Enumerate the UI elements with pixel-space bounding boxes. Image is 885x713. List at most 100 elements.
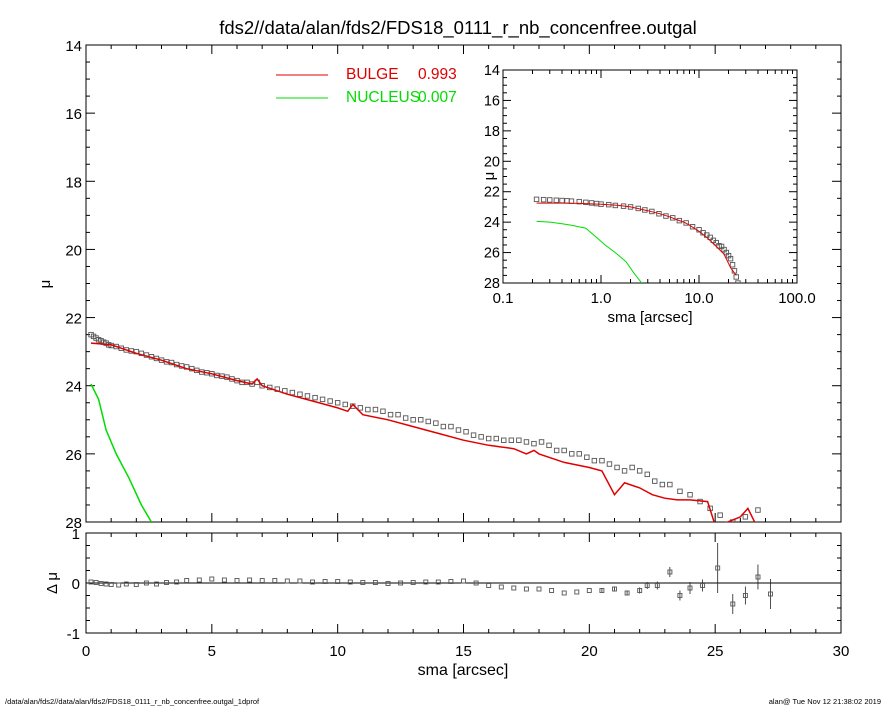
resid-x-tick-label: 30 (833, 643, 850, 660)
residual-point (768, 591, 773, 597)
data-point (584, 454, 590, 460)
inset-bulge-line (536, 202, 737, 276)
data-point (687, 492, 693, 498)
data-point (463, 429, 469, 435)
residual-point (247, 577, 253, 583)
inset-y-tick-label: 16 (484, 93, 500, 109)
residual-point (586, 588, 592, 593)
resid-y-axis-label: Δ μ (44, 572, 61, 594)
residual-point (108, 582, 114, 587)
inset-y-tick-label: 20 (484, 154, 500, 170)
residual-point (184, 578, 190, 583)
data-point (546, 442, 552, 449)
data-point (538, 439, 545, 445)
data-point (402, 415, 409, 421)
inset-data-point (707, 234, 713, 241)
data-point (425, 418, 431, 425)
data-point (614, 464, 620, 471)
inset-x-tick-label: 0.1 (493, 290, 514, 307)
data-point (289, 389, 296, 396)
inset-data-point (583, 199, 589, 206)
nucleus-line (90, 383, 153, 522)
resid-x-tick-label: 20 (581, 643, 598, 660)
main-y-tick-label: 20 (65, 242, 82, 259)
residual-point (461, 578, 466, 584)
main-y-tick-label: 22 (65, 311, 82, 328)
data-point (485, 435, 492, 442)
residual-point (335, 579, 341, 584)
main-y-tick-label: 14 (65, 38, 82, 55)
data-point (576, 451, 582, 457)
residual-point (234, 578, 240, 583)
residual-point (523, 586, 529, 592)
data-point (508, 437, 515, 443)
residual-point (284, 578, 290, 584)
residual-point (164, 580, 169, 585)
resid-x-tick-label: 0 (82, 643, 90, 660)
residual-point (742, 593, 748, 598)
footer-timestamp: alan@ Tue Nov 12 21:38:02 2019 (768, 697, 881, 706)
data-point (561, 447, 567, 454)
residual-point (624, 590, 630, 596)
inset-y-tick-label: 24 (484, 215, 500, 231)
legend-label: BULGE (346, 66, 399, 83)
inset-data-point (670, 215, 676, 221)
residual-point (423, 579, 429, 585)
inset-y-tick-label: 28 (484, 276, 500, 292)
main-y-tick-label: 26 (65, 447, 82, 464)
inset-data-point (689, 224, 696, 230)
residual-point (221, 577, 227, 583)
data-point (629, 464, 635, 471)
residual-point (98, 581, 104, 586)
data-point (606, 461, 613, 467)
residual-point (561, 590, 567, 596)
data-point (636, 468, 643, 474)
inset-data-point (540, 196, 547, 203)
residual-point (322, 579, 328, 584)
inset-data-point (727, 255, 734, 262)
inset-data-point (588, 200, 595, 206)
main-y-tick-label: 28 (65, 515, 82, 532)
legend-value: 0.993 (418, 66, 457, 83)
data-point (523, 439, 530, 445)
data-point (621, 468, 628, 474)
data-point (599, 457, 605, 464)
data-point (357, 405, 364, 411)
inset-x-tick-label: 100.0 (778, 290, 816, 307)
inset-data-point (547, 197, 553, 203)
footer-filename: /data/alan/fds2//data/alan/fds2/FDS18_01… (5, 697, 260, 706)
data-point (372, 406, 379, 413)
residual-point (574, 589, 580, 595)
residual-point (715, 565, 721, 571)
inset-plot: 0.1 1.0 10.0 100.0 14 16 18 20 22 24 26 28 μ sma [arc… (481, 63, 816, 326)
residual-point (360, 580, 366, 585)
residual-point (644, 583, 650, 588)
data-point (319, 396, 326, 403)
inset-x-tick-label: 10.0 (684, 290, 713, 307)
residual-point (511, 585, 517, 591)
data-point (644, 471, 650, 478)
residual-point (473, 580, 479, 586)
residual-point (448, 579, 454, 584)
residual-point (599, 588, 605, 593)
residual-point (755, 574, 761, 580)
residual-point (154, 581, 159, 587)
data-point (553, 447, 560, 454)
data-point (677, 488, 683, 495)
data-point (667, 481, 673, 488)
residual-point (536, 586, 542, 592)
inset-data-point (553, 197, 560, 203)
main-y-tick-label: 16 (65, 106, 82, 123)
inset-nucleus-line (536, 220, 643, 283)
residual-point (667, 569, 673, 575)
inset-data-point (676, 217, 683, 224)
chart-title: fds2//data/alan/fds2/FDS18_0111_r_nb_con… (219, 17, 697, 39)
data-point (569, 451, 575, 457)
residual-point (133, 582, 139, 587)
inset-y-tick-label: 26 (484, 246, 500, 262)
residual-point (103, 581, 109, 587)
resid-y-tick-label: 1 (72, 526, 80, 543)
